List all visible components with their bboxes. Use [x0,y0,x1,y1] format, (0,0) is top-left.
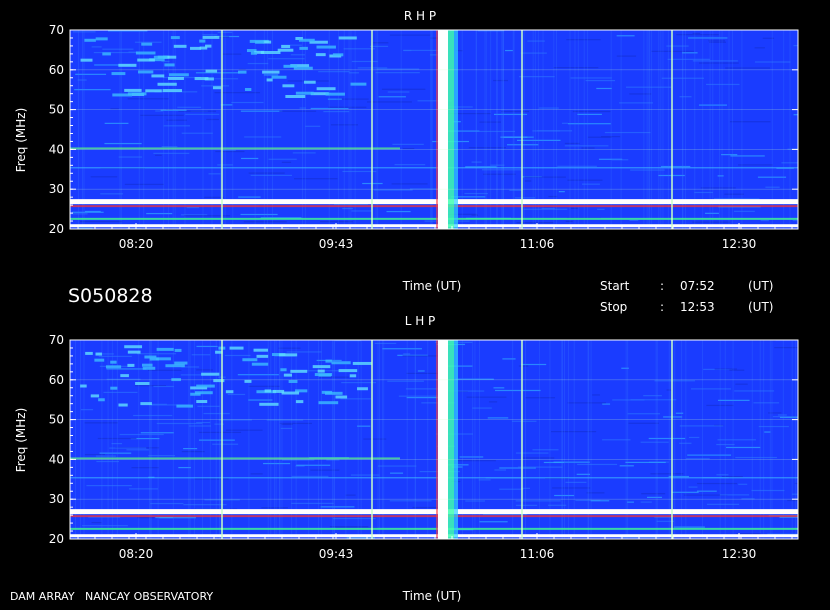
rhp-y-tick-label: 60 [49,63,64,77]
observation-code: S050828 [68,285,153,307]
rhp-noise-texture [70,30,798,230]
lhp-y-tick-label: 50 [49,413,64,427]
rhp-plot-frame [69,29,799,230]
lhp-panel: 20 30 40 50 60 70 08:20 09:43 11:06 12:30 L H P Fre… [14,314,799,561]
lhp-x-axis-label: Time (UT) [402,589,462,603]
lhp-x-tick-label: 09:43 [319,547,354,561]
rhp-broadband-burst [436,30,458,229]
lhp-y-tick-label: 70 [49,333,64,347]
stop-unit: (UT) [748,300,773,314]
start-label: Start [600,279,630,293]
rhp-y-tick-label: 20 [49,222,64,236]
rhp-x-tick-label: 08:20 [119,237,154,251]
start-time: 07:52 [680,279,715,293]
stop-colon: : [660,300,664,314]
lhp-grid [70,340,798,539]
rhp-y-axis-label: Freq (MHz) [14,108,28,173]
rhp-y-tick-label: 40 [49,142,64,156]
rhp-x-tick-label: 11:06 [520,237,555,251]
rhp-y-tick-label: 70 [49,23,64,37]
lhp-title: L H P [405,314,436,328]
lhp-y-axis-label: Freq (MHz) [14,408,28,473]
lhp-interference-bands [70,457,798,538]
start-colon: : [660,279,664,293]
rhp-x-axis-label: Time (UT) [402,279,462,293]
rhp-panel: 20 30 40 50 60 70 08:20 09:43 11:06 12:30 R H P Fre… [14,9,799,251]
rhp-y-tick-label: 50 [49,103,64,117]
stop-time: 12:53 [680,300,715,314]
observatory-label: DAM ARRAY NANCAY OBSERVATORY [10,590,213,603]
lhp-broadband-burst [436,340,458,539]
observation-header: S050828 Time (UT) Start : 07:52 (UT) Sto… [68,279,773,314]
lhp-y-tick-label: 30 [49,492,64,506]
lhp-x-tick-label: 08:20 [119,547,154,561]
rhp-grid [70,30,798,229]
rhp-plot-area [70,30,798,229]
stop-label: Stop [600,300,627,314]
lhp-y-tick-label: 40 [49,452,64,466]
rhp-title: R H P [404,9,436,23]
rhp-y-tick-label: 30 [49,182,64,196]
start-unit: (UT) [748,279,773,293]
rhp-x-tick-label: 09:43 [319,237,354,251]
lhp-plot-frame [69,339,799,540]
rhp-x-tick-label: 12:30 [722,237,757,251]
lhp-y-tick-label: 20 [49,532,64,546]
lhp-x-tick-label: 12:30 [722,547,757,561]
lhp-x-tick-label: 11:06 [520,547,555,561]
rhp-interference-bands [70,147,798,228]
lhp-y-tick-label: 60 [49,373,64,387]
footer: DAM ARRAY NANCAY OBSERVATORY Time (UT) [10,589,461,603]
